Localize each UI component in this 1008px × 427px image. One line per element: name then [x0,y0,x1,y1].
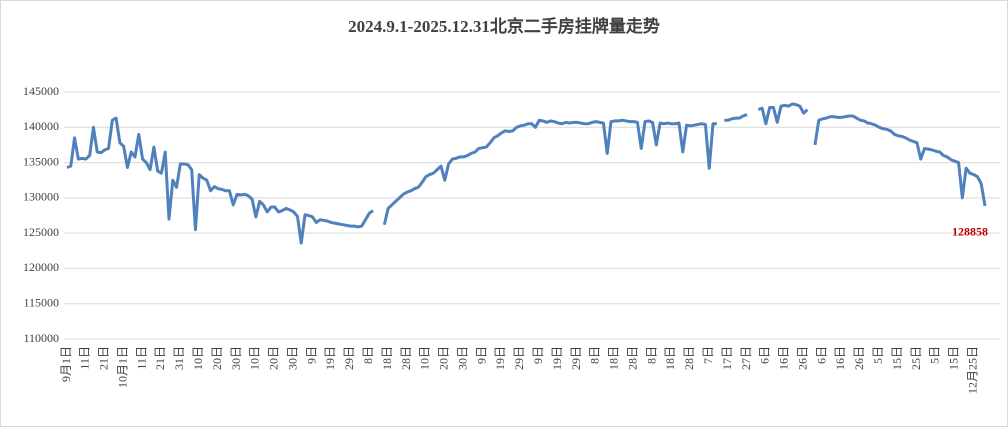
x-tick-label: 17日 [720,346,734,370]
x-tick-label: 5日 [928,346,942,364]
line-series [813,114,987,207]
line-series [66,116,374,245]
x-tick-label: 21日 [97,346,111,370]
x-tick-label: 29日 [342,346,356,370]
chart-title: 2024.9.1-2025.12.31北京二手房挂牌量走势 [348,16,660,36]
x-tick-label: 9日 [474,346,488,364]
x-tick-label: 5日 [871,346,885,364]
x-tick-label: 10日 [248,346,262,370]
x-tick-label: 26日 [795,346,809,370]
line-series [757,102,809,126]
x-tick-label: 30日 [229,346,243,370]
x-tick-label: 6日 [758,346,772,364]
x-tick-label: 16日 [777,346,791,370]
x-tick-label: 20日 [210,346,224,370]
x-tick-label: 8日 [588,346,602,364]
y-tick-label: 115000 [23,295,59,309]
x-tick-label: 19日 [493,346,507,370]
x-tick-label: 9月1日 [59,346,73,382]
x-tick-label: 20日 [437,346,451,370]
line-series [382,118,717,226]
y-tick-label: 125000 [23,225,59,239]
x-tick-label: 18日 [607,346,621,370]
x-tick-label: 9日 [531,346,545,364]
x-tick-label: 25日 [909,346,923,370]
x-tick-label: 11日 [78,346,92,370]
x-tick-label: 28日 [399,346,413,370]
x-tick-label: 20日 [267,346,281,370]
x-tick-label: 7日 [701,346,715,364]
x-tick-label: 21日 [153,346,167,370]
x-tick-label: 28日 [625,346,639,370]
data-label: 128858 [952,225,988,239]
x-tick-label: 29日 [512,346,526,370]
x-tick-label: 8日 [361,346,375,364]
y-tick-label: 130000 [23,190,59,204]
x-tick-label: 31日 [172,346,186,370]
x-tick-label: 29日 [569,346,583,370]
x-tick-label: 18日 [663,346,677,370]
x-tick-label: 10月1日 [115,346,129,388]
x-tick-label: 15日 [947,346,961,370]
x-tick-label: 16日 [833,346,847,370]
line-series [724,113,748,122]
x-tick-label: 18日 [380,346,394,370]
y-tick-label: 135000 [23,154,59,168]
x-tick-label: 15日 [890,346,904,370]
x-tick-label: 30日 [285,346,299,370]
y-tick-label: 145000 [23,84,59,98]
x-tick-label: 19日 [550,346,564,370]
x-tick-label: 10日 [191,346,205,370]
x-tick-label: 27日 [739,346,753,370]
x-tick-label: 9日 [304,346,318,364]
x-tick-label: 8日 [644,346,658,364]
x-tick-label: 30日 [455,346,469,370]
x-tick-label: 26日 [852,346,866,370]
y-tick-label: 120000 [23,260,59,274]
x-tick-label: 19日 [323,346,337,370]
x-tick-label: 10日 [418,346,432,370]
x-tick-label: 11日 [134,346,148,370]
y-tick-label: 110000 [23,331,59,345]
y-tick-label: 140000 [23,119,59,133]
x-tick-label: 6日 [814,346,828,364]
x-tick-label: 12月25日 [965,346,979,394]
x-tick-label: 28日 [682,346,696,370]
